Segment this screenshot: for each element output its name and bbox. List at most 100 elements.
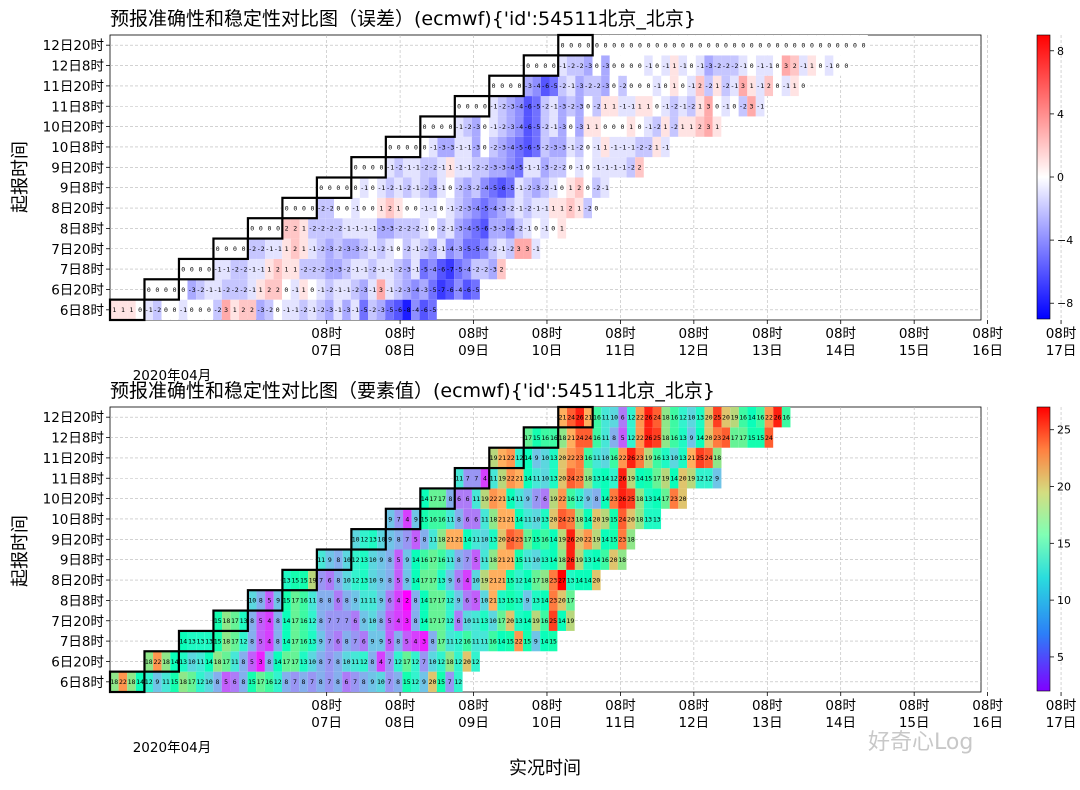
heatmap-cell xyxy=(463,197,472,219)
heatmap-cell xyxy=(437,177,446,198)
heatmap-cell xyxy=(532,116,541,137)
cell-value-label: 12 xyxy=(696,475,704,483)
heatmap-cell xyxy=(385,197,395,219)
cell-value-label: 18 xyxy=(145,658,153,666)
heatmap-cell xyxy=(463,508,472,530)
cell-value-label: 5 xyxy=(474,556,478,564)
heatmap-cell xyxy=(557,136,567,158)
cell-value-label: 11 xyxy=(196,658,204,666)
cell-value-label: 0 xyxy=(578,41,582,49)
heatmap-cell xyxy=(721,96,731,117)
cell-value-label: -2 xyxy=(403,225,411,233)
heatmap-cell xyxy=(592,35,602,56)
cell-value-label: -2 xyxy=(636,143,644,151)
heatmap-cell xyxy=(403,136,412,158)
heatmap-cell xyxy=(402,279,412,300)
cell-value-label: -1 xyxy=(308,306,316,314)
heatmap-cell xyxy=(497,197,507,219)
heatmap-cell xyxy=(342,218,352,239)
cell-value-label: -4 xyxy=(472,204,480,212)
heatmap-cell xyxy=(626,468,636,489)
cell-value-label: 9 xyxy=(414,515,418,523)
heatmap-cell xyxy=(178,299,188,320)
cell-value-label: -2 xyxy=(506,245,514,253)
cell-value-label: -2 xyxy=(196,286,204,294)
heatmap-cell xyxy=(144,299,153,320)
heatmap-cell xyxy=(566,549,575,570)
heatmap-cell xyxy=(394,136,404,158)
heatmap-cell xyxy=(316,549,326,570)
heatmap-cell xyxy=(532,55,541,76)
cell-value-label: -1 xyxy=(627,103,635,111)
cell-value-label: -2 xyxy=(377,245,385,253)
heatmap-cell xyxy=(489,96,498,117)
heatmap-cell xyxy=(411,177,421,198)
heatmap-cell xyxy=(548,218,558,239)
cell-value-label: 19 xyxy=(490,454,498,462)
cell-value-label: 22 xyxy=(765,413,773,421)
cell-value-label: -1 xyxy=(524,225,532,233)
x-tick-label-day: 12日 xyxy=(679,715,710,731)
cell-value-label: -2 xyxy=(214,306,222,314)
cell-value-label: 6 xyxy=(466,495,470,503)
cell-value-label: 0 xyxy=(638,123,642,131)
cell-value-label: 11 xyxy=(309,597,317,605)
heatmap-cell xyxy=(713,35,722,56)
cell-value-label: -1 xyxy=(386,286,394,294)
cell-value-label: 15 xyxy=(644,475,652,483)
cell-value-label: 2 xyxy=(767,82,771,90)
heatmap-cell xyxy=(488,610,498,631)
cell-value-label: 0 xyxy=(396,245,400,253)
heatmap-cell xyxy=(583,529,593,550)
cell-value-label: -1 xyxy=(377,265,385,273)
cell-value-label: 9 xyxy=(535,454,539,462)
cell-value-label: 25 xyxy=(653,434,661,442)
cell-value-label: 1 xyxy=(595,123,599,131)
cell-value-label: 17 xyxy=(498,617,506,625)
cell-value-label: 15 xyxy=(610,515,618,523)
heatmap-cell xyxy=(583,177,593,198)
chart1-colorbar-ticks: 840−4−8 xyxy=(1050,45,1073,310)
colorbar-tick-label: −4 xyxy=(1057,234,1073,247)
cell-value-label: 0 xyxy=(647,41,651,49)
cell-value-label: 12 xyxy=(454,678,462,686)
heatmap-cell xyxy=(445,569,455,591)
heatmap-cell xyxy=(575,35,585,56)
x-tick-label-day: 13日 xyxy=(752,343,783,359)
cell-value-label: 13 xyxy=(300,658,308,666)
cell-value-label: -6 xyxy=(541,82,549,90)
heatmap-cell xyxy=(540,590,549,611)
cell-value-label: 2 xyxy=(250,306,254,314)
heatmap-cell xyxy=(333,299,343,320)
cell-value-label: 17 xyxy=(429,617,437,625)
heatmap-cell xyxy=(385,671,394,692)
y-tick-label: 7日8时 xyxy=(60,634,104,650)
cell-value-label: 0 xyxy=(767,41,771,49)
cell-value-label: 15 xyxy=(515,556,523,564)
heatmap-cell xyxy=(807,55,817,76)
heatmap-cell xyxy=(428,258,437,280)
cell-value-label: 0 xyxy=(655,62,659,70)
cell-value-label: 19 xyxy=(627,475,635,483)
heatmap-cell xyxy=(368,549,378,570)
heatmap-cell xyxy=(411,218,420,239)
cell-value-label: 0 xyxy=(775,82,779,90)
cell-value-label: -2 xyxy=(438,225,446,233)
heatmap-cell xyxy=(471,610,481,631)
cell-value-label: -2 xyxy=(524,204,532,212)
cell-value-label: 0 xyxy=(440,123,444,131)
cell-value-label: -1 xyxy=(274,245,282,253)
cell-value-label: 6 xyxy=(621,413,625,421)
cell-value-label: 18 xyxy=(438,536,446,544)
heatmap-cell xyxy=(540,177,550,198)
cell-value-label: 5 xyxy=(414,536,418,544)
cell-value-label: -4 xyxy=(463,265,471,273)
heatmap-cell xyxy=(488,569,498,591)
heatmap-cell xyxy=(704,55,713,76)
cell-value-label: 14 xyxy=(179,637,187,645)
heatmap-cell xyxy=(170,651,179,672)
heatmap-cell xyxy=(531,590,541,611)
heatmap-cell xyxy=(359,157,369,178)
heatmap-cell xyxy=(402,569,412,591)
x-tick-label-hour: 08时 xyxy=(311,698,342,714)
